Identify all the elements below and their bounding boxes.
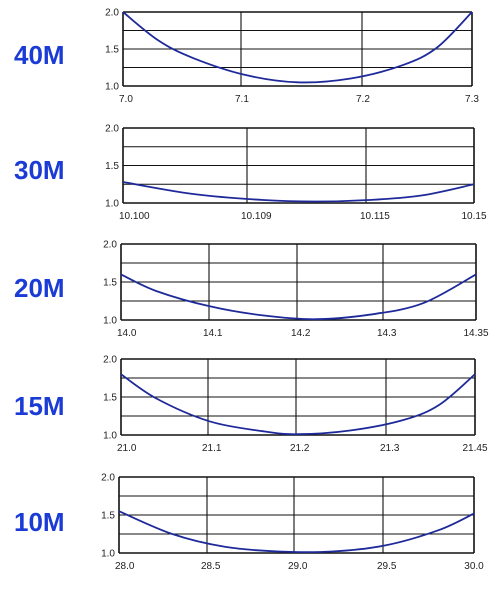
x-tick-label: 21.0 [117, 443, 137, 454]
y-tick-label: 1.0 [103, 316, 117, 327]
chart-panel-30m: 30M 1.0 1.5 2.0 10.100 10.109 10.115 10.15 [14, 124, 487, 223]
y-tick-label: 1.0 [101, 549, 115, 560]
y-tick-label: 1.0 [103, 431, 117, 442]
band-label: 30M [14, 155, 65, 185]
x-tick-label: 10.100 [119, 211, 150, 222]
x-tick-label: 14.0 [117, 328, 137, 339]
x-tick-label: 21.3 [380, 443, 400, 454]
x-tick-label: 7.0 [119, 94, 133, 105]
x-tick-label: 30.0 [464, 561, 484, 572]
chart-panel-20m: 20M 1.0 1.5 2.0 14.0 14.1 14.2 14.3 14.35 [14, 240, 489, 340]
chart-panel-40m: 40M 1.0 1.5 2.0 7.0 7.1 7.2 7.3 [14, 8, 479, 106]
x-tick-label: 29.5 [377, 561, 397, 572]
x-tick-label: 21.1 [202, 443, 222, 454]
y-tick-label: 1.5 [103, 278, 117, 289]
x-tick-label: 14.3 [377, 328, 397, 339]
x-tick-label: 14.1 [203, 328, 223, 339]
y-tick-label: 1.5 [105, 45, 119, 56]
y-tick-label: 1.5 [101, 511, 115, 522]
y-tick-label: 1.0 [105, 82, 119, 93]
x-tick-label: 10.15 [461, 211, 486, 222]
y-tick-label: 1.5 [105, 161, 119, 172]
y-tick-label: 2.0 [101, 473, 115, 484]
x-tick-label: 7.1 [235, 94, 249, 105]
swr-curve [120, 273, 477, 321]
x-tick-label: 14.35 [463, 328, 488, 339]
y-tick-label: 2.0 [103, 240, 117, 251]
band-label: 15M [14, 391, 65, 421]
band-label: 10M [14, 507, 65, 537]
x-tick-label: 29.0 [288, 561, 308, 572]
swr-curve [122, 11, 473, 84]
x-tick-label: 10.109 [241, 211, 272, 222]
x-tick-label: 14.2 [291, 328, 311, 339]
chart-panel-15m: 15M 1.0 1.5 2.0 21.0 21.1 21.2 21.3 21.45 [14, 355, 488, 455]
x-tick-label: 7.2 [356, 94, 370, 105]
x-tick-label: 21.2 [290, 443, 310, 454]
band-label: 40M [14, 40, 65, 70]
swr-curve [122, 181, 475, 203]
y-tick-label: 2.0 [105, 124, 119, 135]
y-tick-label: 1.0 [105, 199, 119, 210]
x-tick-label: 28.5 [201, 561, 221, 572]
swr-curve [118, 510, 475, 554]
y-tick-label: 1.5 [103, 393, 117, 404]
y-tick-label: 2.0 [103, 355, 117, 366]
swr-curve [120, 373, 476, 436]
band-label: 20M [14, 273, 65, 303]
x-tick-label: 7.3 [465, 94, 479, 105]
x-tick-label: 21.45 [462, 443, 487, 454]
y-tick-label: 2.0 [105, 8, 119, 19]
x-tick-label: 10.115 [360, 211, 390, 222]
x-tick-label: 28.0 [115, 561, 135, 572]
chart-panel-10m: 10M 1.0 1.5 2.0 28.0 28.5 29.0 29.5 30.0 [14, 473, 484, 573]
